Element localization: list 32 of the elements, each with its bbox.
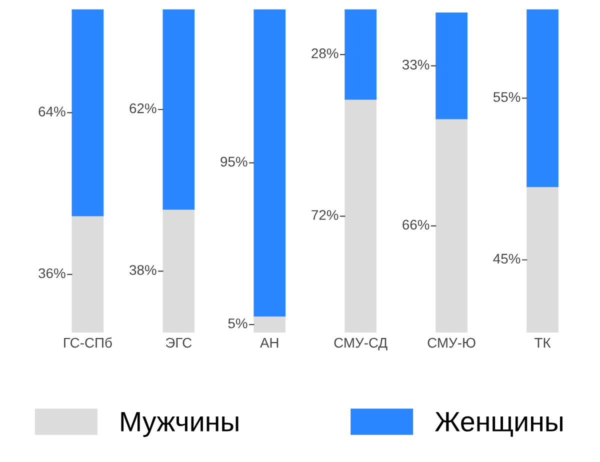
data-label: 36% (38, 268, 66, 278)
bar (162, 9, 195, 210)
bar (436, 12, 468, 120)
x-tick-label: СМУ-Ю (428, 338, 476, 348)
data-label: 55% (493, 92, 520, 102)
data-label: 72% (312, 210, 338, 220)
x-tick-label: АН (260, 338, 278, 348)
bar (162, 210, 195, 333)
data-label: 45% (493, 254, 520, 264)
bar (436, 119, 468, 333)
legend-label: Женщины (434, 412, 562, 437)
bar (254, 9, 286, 316)
data-label: 95% (220, 156, 248, 167)
bar (72, 216, 104, 333)
x-tick-label: ЭГС (166, 338, 192, 348)
bar (254, 316, 286, 333)
x-tick-label: ТК (534, 338, 551, 348)
legend-label: Мужчины (121, 412, 238, 437)
x-tick-label: СМУ-СД (334, 338, 388, 350)
data-label: 38% (130, 265, 156, 275)
x-tick-label: ГС-СПб (64, 337, 112, 348)
data-label: 5% (228, 318, 248, 328)
bar (344, 100, 376, 333)
data-label: 28% (312, 48, 338, 58)
data-label: 33% (402, 60, 430, 70)
bar (344, 9, 376, 100)
bar (526, 187, 558, 333)
data-label: 62% (130, 103, 156, 114)
data-label: 66% (402, 220, 430, 230)
data-label: 64% (38, 106, 66, 116)
bar (72, 9, 104, 216)
bar (526, 9, 558, 188)
